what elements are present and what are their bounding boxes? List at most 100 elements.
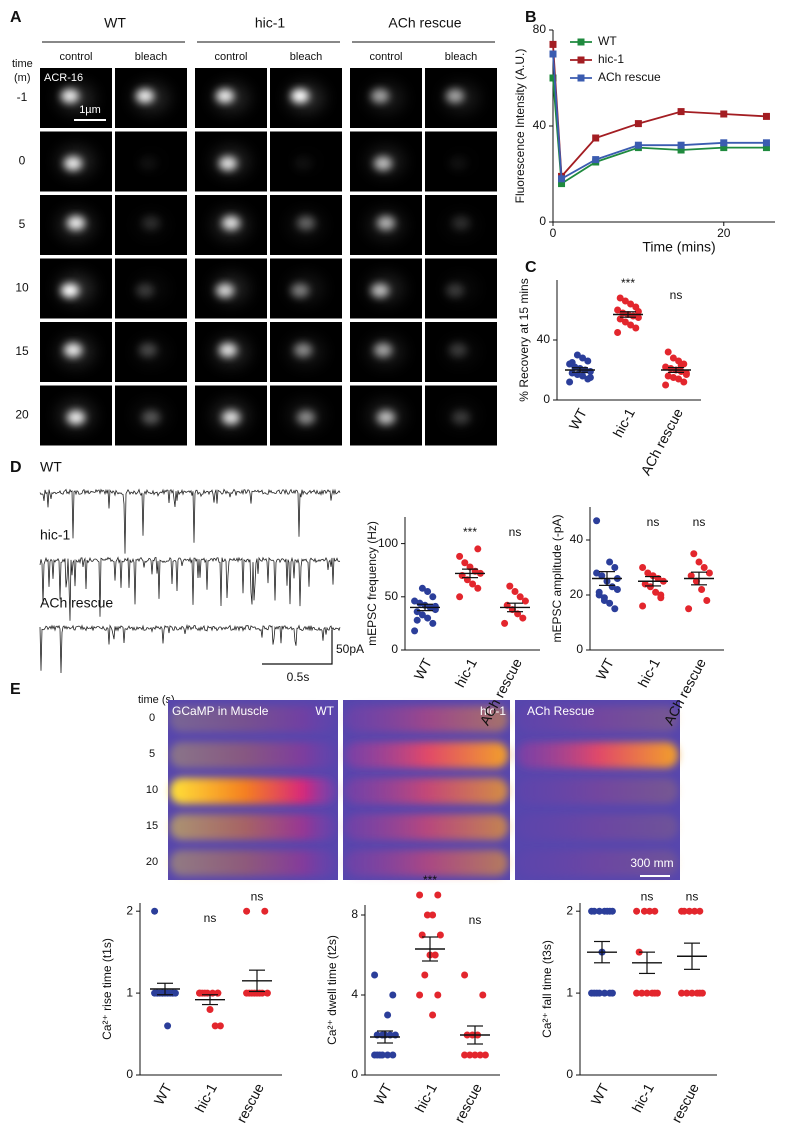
data-point: [606, 558, 614, 566]
panel-label: E: [10, 681, 21, 698]
trace-label: hic-1: [40, 527, 71, 543]
data-point: [476, 1051, 484, 1059]
series-line: [552, 77, 767, 186]
group-header: WT: [104, 15, 126, 31]
spot-halo: [213, 211, 249, 239]
significance-label: ns: [647, 515, 660, 529]
data-point: [685, 907, 693, 915]
muscle-band: [517, 706, 678, 732]
fluorescent-spot: [142, 216, 160, 230]
y-tick-label: 40: [533, 118, 547, 132]
time-value: 5: [149, 748, 155, 760]
fluorescent-spot: [449, 343, 467, 357]
legend-label: hic-1: [598, 52, 624, 66]
data-point: [573, 351, 581, 359]
spot-halo: [133, 275, 169, 303]
data-point: [434, 891, 442, 899]
data-point: [593, 569, 601, 577]
spot-halo: [443, 84, 479, 112]
data-point: [616, 315, 624, 323]
y-axis-label: mEPSC amplitude (-pA): [550, 514, 564, 642]
data-point: [652, 588, 660, 596]
data-point: [685, 605, 693, 613]
fluorescent-spot: [294, 156, 312, 171]
data-point: [471, 1051, 479, 1059]
data-point: [677, 146, 685, 154]
data-point: [664, 372, 672, 380]
x-tick-label: WT: [566, 405, 591, 432]
data-point: [558, 180, 566, 188]
data-point: [461, 1051, 469, 1059]
data-point: [678, 989, 686, 997]
data-point: [595, 907, 603, 915]
y-tick-label: 50: [385, 589, 399, 603]
data-point: [614, 329, 622, 336]
data-point: [418, 584, 426, 592]
panel-label: C: [525, 259, 537, 276]
data-point: [568, 359, 576, 366]
data-point: [677, 108, 685, 116]
spot-halo: [288, 211, 324, 239]
data-point: [762, 144, 770, 152]
series-line: [552, 44, 767, 179]
data-point: [632, 324, 640, 332]
data-point: [243, 989, 251, 997]
data-point: [621, 297, 629, 305]
data-point: [683, 989, 691, 997]
muscle-band: [517, 850, 678, 876]
data-point: [549, 40, 557, 48]
data-point: [640, 907, 648, 915]
spot-halo: [443, 148, 479, 176]
x-tick-label: 0: [550, 226, 557, 240]
x-tick-label: hic-1: [629, 1080, 657, 1114]
data-point: [613, 586, 621, 593]
data-point: [687, 572, 695, 580]
spot-halo: [288, 401, 324, 430]
data-point: [700, 564, 708, 571]
spot-halo: [133, 338, 169, 366]
spot-halo: [288, 274, 324, 303]
data-point: [568, 369, 576, 377]
data-point: [662, 363, 670, 371]
data-point: [384, 1051, 392, 1059]
data-point: [592, 156, 600, 164]
time-value: 20: [146, 856, 158, 868]
spot-halo: [288, 148, 324, 176]
condition-label: control: [369, 51, 402, 63]
data-point: [601, 989, 609, 997]
muscle-band: [345, 742, 508, 768]
spot-halo: [133, 401, 169, 430]
data-point: [680, 378, 688, 386]
significance-label: ***: [423, 873, 437, 887]
data-point: [657, 591, 665, 599]
data-point: [762, 112, 770, 120]
time-value: 20: [15, 408, 29, 422]
data-point: [456, 593, 464, 601]
y-tick-label: 100: [378, 536, 398, 550]
scale-bar: [262, 630, 333, 665]
significance-label: ns: [251, 889, 264, 903]
data-point: [434, 991, 442, 999]
spot-halo: [213, 274, 249, 303]
group-header: hic-1: [255, 15, 286, 31]
panel-label: B: [525, 9, 537, 26]
data-point: [461, 971, 469, 979]
data-point: [634, 120, 642, 128]
data-point: [153, 989, 161, 997]
muscle-band: [517, 814, 678, 840]
time-label: time (s): [138, 694, 175, 706]
data-point: [590, 989, 598, 997]
y-tick-label: 0: [126, 1067, 133, 1081]
data-point: [429, 619, 437, 627]
spot-halo: [58, 147, 94, 176]
data-point: [501, 619, 509, 627]
y-axis-label: Ca²⁺ rise time (t1s): [100, 938, 114, 1040]
data-point: [216, 1022, 224, 1030]
data-point: [643, 989, 651, 997]
data-point: [413, 616, 421, 624]
data-point: [429, 593, 437, 601]
data-point: [608, 989, 616, 997]
data-point: [634, 308, 642, 315]
